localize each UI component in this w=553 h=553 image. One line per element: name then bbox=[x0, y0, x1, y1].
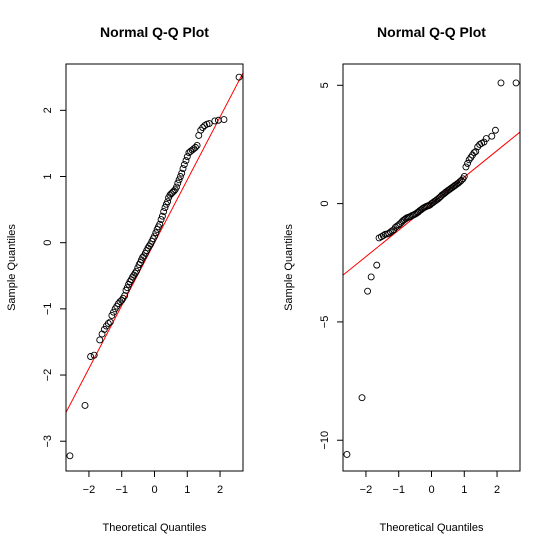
y-tick-label: 1 bbox=[42, 173, 54, 179]
y-tick-label: 2 bbox=[42, 107, 54, 113]
data-point bbox=[175, 176, 183, 184]
data-point bbox=[151, 232, 158, 240]
chart-title: Normal Q-Q Plot bbox=[377, 24, 486, 40]
y-tick-label: −2 bbox=[42, 369, 54, 382]
data-point bbox=[343, 450, 351, 458]
data-point bbox=[96, 336, 104, 344]
data-point bbox=[160, 208, 168, 216]
x-tick-label: 0 bbox=[428, 484, 434, 496]
data-point bbox=[367, 273, 375, 281]
data-point bbox=[179, 165, 187, 173]
y-tick-label: −1 bbox=[42, 303, 54, 316]
data-point bbox=[178, 169, 186, 177]
data-point bbox=[205, 120, 213, 128]
data-point bbox=[131, 269, 139, 277]
x-tick-label: 2 bbox=[217, 484, 223, 496]
data-point bbox=[379, 232, 387, 240]
data-point bbox=[156, 220, 164, 228]
x-tick-label: −2 bbox=[83, 484, 96, 496]
data-point bbox=[512, 79, 520, 87]
x-tick-label: −1 bbox=[115, 484, 128, 496]
data-point bbox=[183, 153, 191, 161]
data-point bbox=[462, 163, 470, 171]
data-point bbox=[470, 149, 478, 157]
data-point bbox=[90, 351, 98, 359]
data-point bbox=[108, 312, 116, 319]
data-point bbox=[460, 172, 468, 180]
data-point bbox=[164, 198, 172, 206]
x-axis-label: Theoretical Quantiles bbox=[380, 522, 484, 534]
y-tick-label: −3 bbox=[42, 435, 54, 448]
points-group bbox=[66, 73, 243, 460]
data-point bbox=[220, 116, 228, 124]
y-tick-label: 5 bbox=[319, 82, 331, 88]
data-point bbox=[87, 353, 95, 360]
x-tick-label: 0 bbox=[151, 484, 157, 496]
data-point bbox=[121, 292, 129, 300]
data-point bbox=[358, 394, 366, 402]
x-tick-label: 1 bbox=[461, 484, 467, 496]
x-tick-label: 1 bbox=[184, 484, 190, 496]
plot-frame bbox=[342, 63, 521, 472]
data-point bbox=[199, 124, 207, 131]
data-point bbox=[157, 216, 165, 223]
data-point bbox=[110, 308, 117, 316]
data-point bbox=[182, 157, 190, 165]
y-tick-label: 0 bbox=[319, 201, 331, 207]
data-point bbox=[480, 138, 488, 146]
y-tick-label: 0 bbox=[42, 240, 54, 246]
y-tick-label: −5 bbox=[319, 316, 331, 329]
data-point bbox=[173, 183, 180, 191]
data-point bbox=[81, 402, 89, 409]
y-axis-label: Sample Quantiles bbox=[6, 224, 18, 311]
qq-panel-right: Normal Q-Q Plot Theoretical Quantiles Samp… bbox=[283, 24, 521, 534]
data-point bbox=[472, 148, 480, 156]
y-axis-label: Sample Quantiles bbox=[283, 224, 295, 311]
data-point bbox=[180, 161, 188, 169]
data-point bbox=[364, 287, 372, 295]
chart-title: Normal Q-Q Plot bbox=[100, 24, 209, 40]
data-point bbox=[211, 117, 219, 125]
qq-panel-left: Normal Q-Q Plot Theoretical Quantiles Samp… bbox=[6, 24, 244, 534]
data-point bbox=[152, 229, 160, 237]
data-point bbox=[491, 126, 499, 134]
data-point bbox=[235, 73, 243, 81]
y-tick-label: −10 bbox=[319, 431, 331, 450]
plot-frame bbox=[65, 63, 244, 472]
x-axis-label: Theoretical Quantiles bbox=[103, 522, 207, 534]
data-point bbox=[134, 264, 142, 272]
data-point bbox=[100, 325, 108, 333]
x-tick-label: −2 bbox=[360, 484, 373, 496]
data-point bbox=[474, 143, 482, 151]
data-point bbox=[123, 284, 131, 292]
data-point bbox=[497, 79, 505, 87]
data-point bbox=[106, 318, 114, 326]
data-point bbox=[193, 141, 201, 149]
data-point bbox=[192, 143, 199, 151]
data-point bbox=[373, 261, 381, 269]
data-point bbox=[161, 204, 169, 212]
data-point bbox=[482, 135, 490, 142]
data-point bbox=[377, 233, 385, 241]
points-group bbox=[343, 79, 520, 458]
data-point bbox=[66, 452, 74, 460]
data-point bbox=[176, 173, 184, 180]
data-point bbox=[488, 132, 496, 140]
data-point bbox=[133, 267, 140, 275]
data-point bbox=[104, 319, 112, 327]
data-point bbox=[174, 179, 182, 187]
data-point bbox=[158, 212, 166, 220]
x-tick-label: 2 bbox=[494, 484, 500, 496]
x-tick-label: −1 bbox=[392, 484, 405, 496]
data-point bbox=[464, 159, 472, 167]
